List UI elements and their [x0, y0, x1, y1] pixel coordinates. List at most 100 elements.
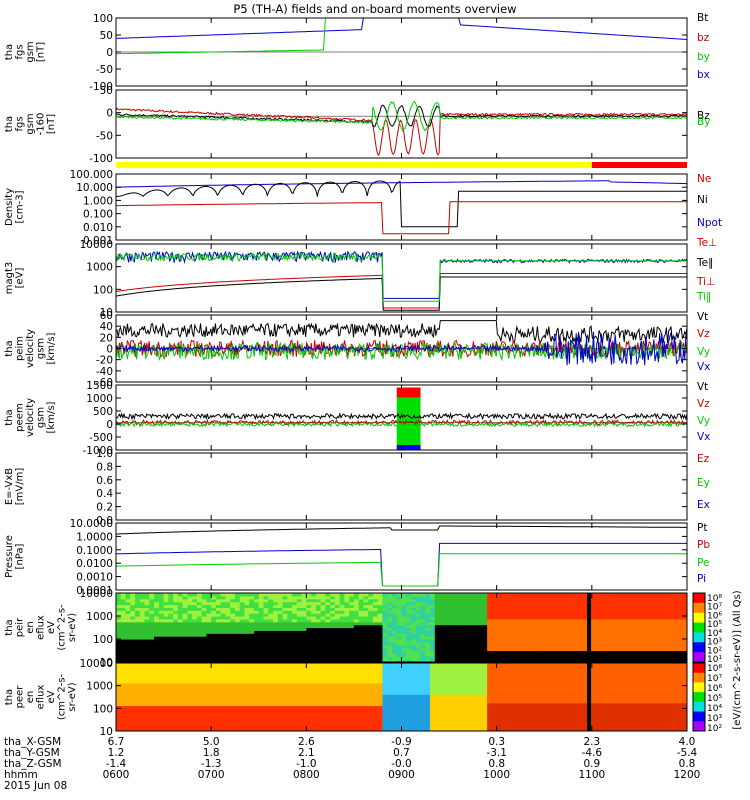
spectrogram-cell: [220, 641, 227, 646]
spectrogram-cell: [601, 639, 607, 643]
spectrogram-cell: [615, 598, 621, 603]
spectrogram-cell: [287, 705, 293, 709]
spectrogram-cell: [263, 674, 269, 678]
spectrogram-cell: [315, 728, 322, 731]
spectrogram-cell: [406, 593, 412, 597]
spectrogram-cell: [330, 627, 336, 631]
spectrogram-cell: [120, 680, 127, 684]
spectrogram-cell: [510, 624, 517, 629]
spectrogram-cell: [458, 613, 464, 617]
spectrogram-cell: [282, 641, 288, 646]
spectrogram-cell: [125, 711, 131, 715]
spectrogram-cell: [301, 688, 307, 692]
spectrogram-cell: [192, 663, 198, 667]
spectrogram-cell: [330, 663, 336, 667]
spectrogram-cell: [139, 636, 146, 640]
spectrogram-cell: [539, 593, 545, 597]
spectrogram-cell: [468, 610, 474, 614]
spectrogram-cell: [144, 665, 150, 670]
spectrogram-cell: [225, 680, 231, 684]
spectrogram-cell: [230, 719, 236, 724]
spectrogram-cell: [634, 604, 641, 608]
spectrogram-cell: [472, 639, 479, 643]
spectrogram-cell: [372, 621, 379, 626]
spectrogram-cell: [192, 630, 198, 634]
spectrogram-cell: [206, 636, 212, 640]
spectrogram-cell: [411, 636, 417, 640]
spectrogram-cell: [353, 641, 360, 646]
spectrogram-cell: [420, 671, 426, 675]
series-ti-par: [115, 252, 687, 302]
spectrogram-cell: [353, 656, 360, 660]
spectrogram-cell: [130, 653, 136, 657]
spectrogram-cell: [453, 725, 460, 729]
spectrogram-cell: [149, 610, 155, 614]
spectrogram-cell: [582, 610, 588, 614]
spectrogram-cell: [396, 728, 403, 731]
spectrogram-cell: [344, 624, 350, 629]
spectrogram-cell: [177, 702, 184, 707]
spectrogram-cell: [458, 711, 464, 715]
spectrogram-cell: [434, 682, 441, 687]
spectrogram-cell: [135, 671, 141, 675]
spectrogram-cell: [601, 595, 607, 600]
spectrogram-cell: [220, 644, 227, 649]
spectrogram-cell: [120, 656, 127, 660]
spectrogram-cell: [196, 708, 203, 712]
spectrogram-cell: [154, 593, 160, 597]
spectrogram-cell: [220, 697, 227, 701]
spectrogram-cell: [344, 705, 350, 709]
spectrogram-cell: [644, 607, 650, 611]
spectrogram-cell: [253, 604, 260, 608]
y-tick-label: 1000: [86, 611, 113, 623]
spectrogram-cell: [173, 618, 179, 623]
spectrogram-cell: [268, 607, 274, 611]
spectrogram-cell: [139, 618, 146, 623]
spectrogram-cell: [453, 708, 460, 712]
spectrogram-cell: [358, 656, 365, 660]
spectrogram-cell: [444, 639, 450, 643]
spectrogram-cell: [510, 616, 517, 620]
spectrogram-cell: [396, 610, 403, 614]
spectrogram-cell: [610, 641, 617, 646]
spectrogram-cell: [206, 650, 212, 654]
spectrogram-cell: [306, 659, 312, 662]
spectrogram-cell: [672, 647, 679, 652]
spectrogram-cell: [411, 610, 417, 614]
spectrogram-cell: [449, 636, 455, 640]
spectrogram-cell: [144, 624, 150, 629]
spectrogram-cell: [377, 671, 384, 675]
spectrogram-cell: [230, 604, 236, 608]
spectrogram-cell: [249, 714, 255, 718]
spectrogram-cell: [363, 677, 369, 681]
spectrogram-cell: [154, 598, 160, 603]
spectrogram-cell: [572, 624, 579, 629]
spectrogram-cell: [296, 691, 303, 695]
spectrogram-cell: [353, 725, 360, 729]
spectrogram-cell: [653, 598, 660, 603]
spectrogram-cell: [401, 656, 407, 660]
spectrogram-cell: [277, 627, 284, 631]
spectrogram-cell: [158, 728, 165, 731]
spectrogram-cell: [625, 656, 631, 660]
spectrogram-cell: [334, 653, 341, 657]
spectrogram-cell: [510, 650, 517, 654]
spectrogram-cell: [629, 616, 636, 620]
spectrogram-cell: [168, 719, 174, 724]
spectrogram-cell: [234, 719, 241, 724]
spectrogram-cell: [273, 650, 279, 654]
spectrogram-cell: [444, 694, 450, 698]
spectrogram-cell: [154, 659, 160, 662]
spectrogram-cell: [625, 659, 631, 662]
spectrogram-cell: [206, 714, 212, 718]
spectrogram-cell: [215, 694, 222, 698]
spectrogram-cell: [663, 610, 669, 614]
spectrogram-cell: [625, 610, 631, 614]
spectrogram-cell: [391, 610, 398, 614]
spectrogram-cell: [258, 607, 265, 611]
spectrogram-cell: [353, 697, 360, 701]
spectrogram-cell: [168, 639, 174, 643]
spectrogram-cell: [387, 656, 393, 660]
spectrogram-cell: [120, 633, 127, 637]
spectrogram-cell: [273, 665, 279, 670]
